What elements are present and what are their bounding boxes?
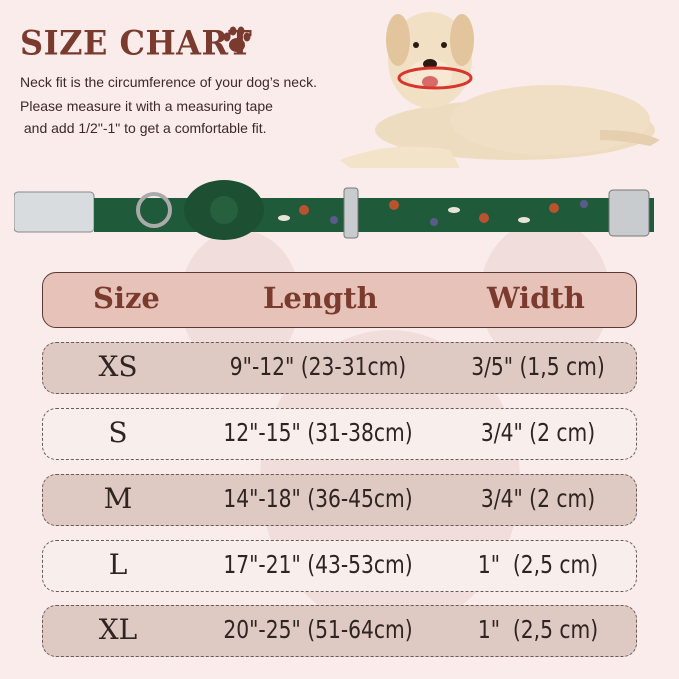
paw-icon bbox=[223, 26, 251, 52]
table-row: M 14"-18" (36-45cm) 3/4" (2 cm) bbox=[42, 474, 637, 526]
dog-illustration bbox=[340, 12, 660, 168]
description-line: Please measure it with a measuring tape bbox=[20, 98, 273, 114]
width-cell: 3/4" (2 cm) bbox=[480, 484, 596, 513]
collar-illustration bbox=[14, 180, 654, 240]
length-cell: 20"-25" (51-64cm) bbox=[223, 615, 413, 644]
size-cell: M bbox=[103, 482, 133, 515]
table-row: L 17"-21" (43-53cm) 1" (2,5 cm) bbox=[42, 540, 637, 592]
size-cell: S bbox=[108, 416, 128, 449]
size-cell: XL bbox=[98, 613, 138, 646]
width-cell: 1" (2,5 cm) bbox=[477, 550, 599, 579]
length-cell: 17"-21" (43-53cm) bbox=[223, 550, 413, 579]
table-row: XS 9"-12" (23-31cm) 3/5" (1,5 cm) bbox=[42, 342, 637, 394]
table-row: S 12"-15" (31-38cm) 3/4" (2 cm) bbox=[42, 408, 637, 460]
description-line: Neck fit is the circumference of your do… bbox=[20, 74, 317, 90]
width-cell: 3/5" (1,5 cm) bbox=[471, 352, 605, 381]
size-cell: L bbox=[108, 548, 128, 581]
length-cell: 14"-18" (36-45cm) bbox=[223, 484, 413, 513]
width-cell: 1" (2,5 cm) bbox=[477, 615, 599, 644]
size-cell: XS bbox=[98, 350, 138, 383]
length-cell: 9"-12" (23-31cm) bbox=[229, 352, 407, 381]
header-length: Length bbox=[263, 281, 378, 315]
width-cell: 3/4" (2 cm) bbox=[480, 418, 596, 447]
table-row: XL 20"-25" (51-64cm) 1" (2,5 cm) bbox=[42, 605, 637, 657]
length-cell: 12"-15" (31-38cm) bbox=[223, 418, 413, 447]
header-size: Size bbox=[93, 281, 160, 315]
table-header: Size Length Width bbox=[42, 272, 637, 328]
page-title: SIZE CHART bbox=[20, 23, 253, 63]
header-width: Width bbox=[487, 281, 585, 315]
description-line: and add 1/2"-1" to get a comfortable fit… bbox=[20, 120, 267, 136]
